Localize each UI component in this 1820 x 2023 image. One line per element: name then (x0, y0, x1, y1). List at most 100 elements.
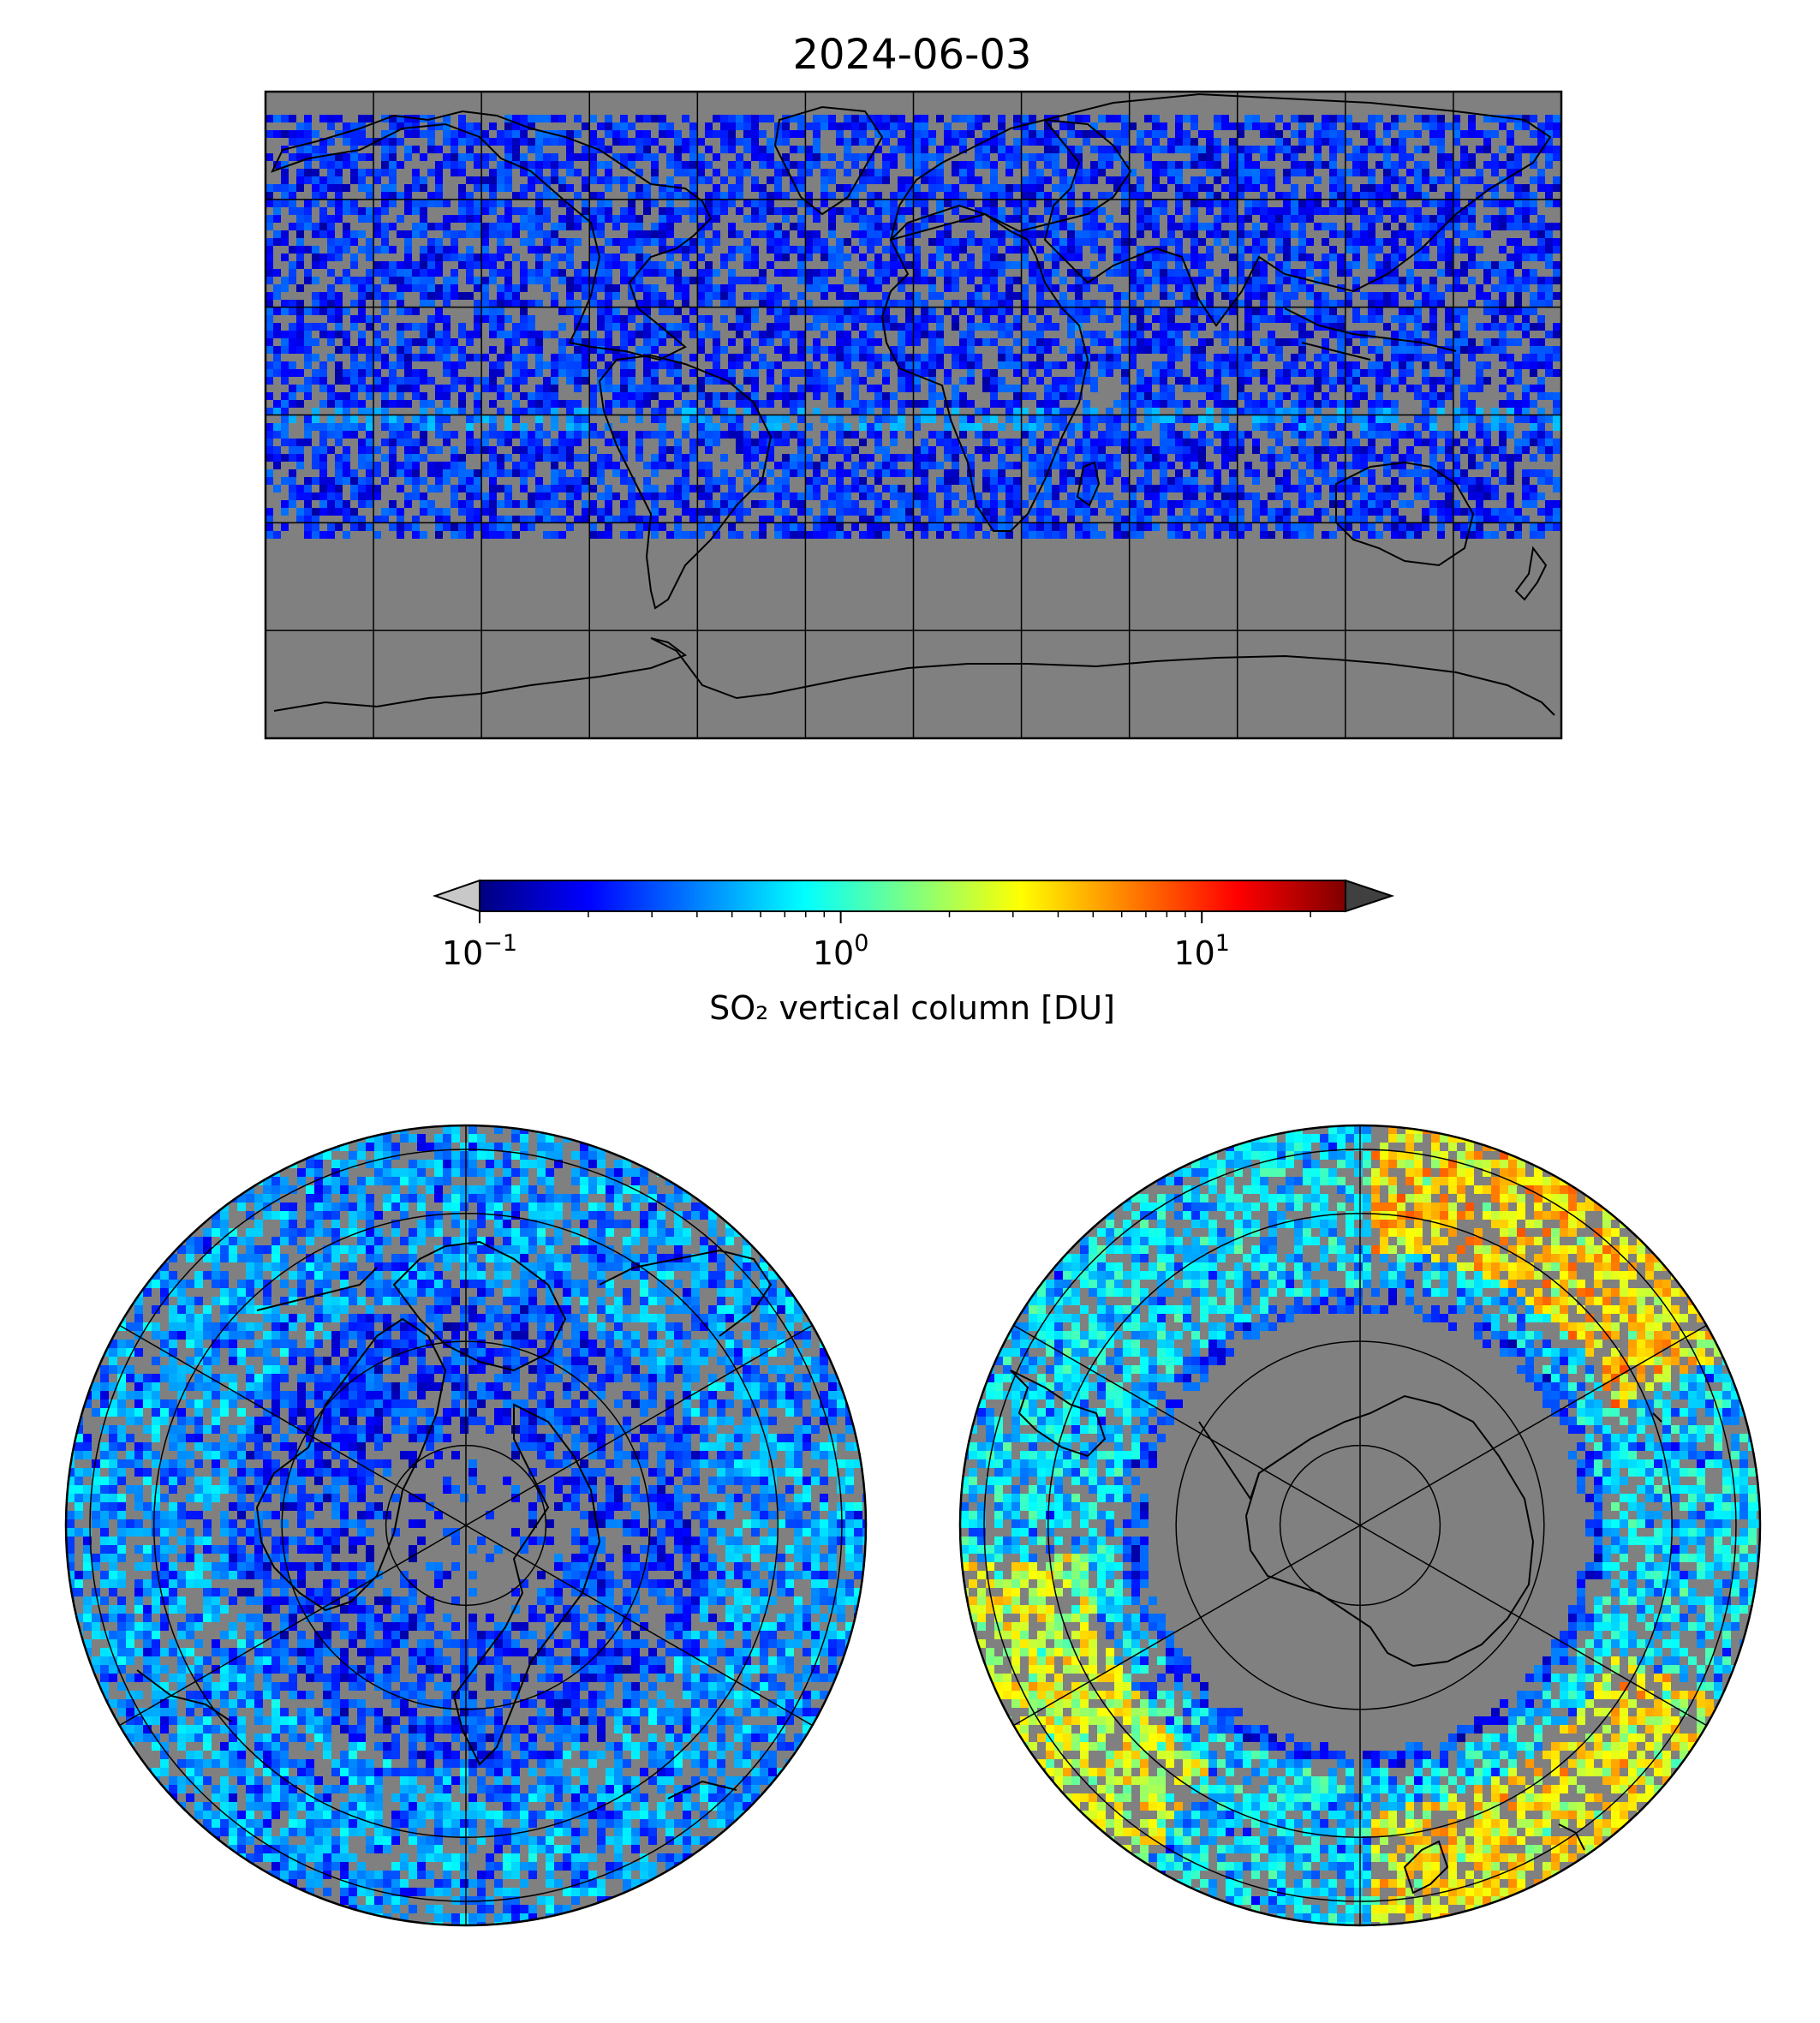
global-so2-cell (512, 254, 520, 261)
global-so2-cell (304, 130, 312, 138)
global-so2-cell (404, 338, 412, 346)
global-so2-cell (366, 246, 373, 254)
global-so2-cell (1329, 315, 1337, 323)
global-so2-cell (636, 184, 643, 192)
global-so2-cell (1429, 200, 1437, 207)
global-so2-cell (1360, 207, 1368, 215)
global-so2-cell (851, 230, 859, 238)
global-so2-cell (959, 138, 967, 146)
global-so2-cell (1160, 439, 1167, 446)
global-so2-cell (466, 215, 474, 223)
global-so2-cell (1291, 130, 1298, 138)
global-so2-cell (289, 138, 296, 146)
global-so2-cell (1021, 184, 1029, 192)
global-so2-cell (1499, 115, 1507, 122)
global-so2-cell (797, 385, 805, 392)
global-so2-cell (358, 207, 366, 215)
global-so2-cell (651, 138, 659, 146)
global-so2-cell (1507, 284, 1514, 292)
global-so2-cell (1244, 338, 1252, 346)
global-so2-cell (1437, 254, 1445, 261)
global-so2-cell (1275, 439, 1283, 446)
global-so2-cell (1252, 207, 1260, 215)
global-so2-cell (1553, 223, 1560, 230)
global-so2-cell (319, 400, 327, 408)
global-so2-cell (551, 115, 558, 122)
global-so2-cell (327, 331, 335, 338)
global-so2-cell (1453, 354, 1460, 361)
global-so2-cell (782, 315, 790, 323)
global-so2-cell (1106, 153, 1113, 161)
global-so2-cell (1252, 261, 1260, 269)
global-so2-cell (620, 138, 628, 146)
global-so2-cell (1514, 207, 1522, 215)
global-so2-cell (728, 115, 736, 122)
global-so2-cell (296, 284, 304, 292)
global-so2-cell (1314, 261, 1322, 269)
global-so2-cell (1183, 284, 1190, 292)
global-so2-cell (1144, 446, 1152, 454)
global-so2-cell (1036, 439, 1044, 446)
global-so2-cell (304, 138, 312, 146)
global-so2-cell (874, 261, 882, 269)
global-so2-cell (643, 377, 651, 385)
global-so2-cell (1291, 153, 1298, 161)
global-so2-cell (1036, 377, 1044, 385)
global-so2-cell (1121, 207, 1129, 215)
global-so2-cell (427, 292, 435, 300)
global-so2-cell (1483, 446, 1491, 454)
global-so2-cell (404, 400, 412, 408)
global-so2-cell (304, 354, 312, 361)
global-so2-cell (1298, 246, 1306, 254)
global-so2-cell (697, 415, 705, 423)
global-so2-cell (913, 369, 921, 377)
global-so2-cell (1383, 292, 1391, 300)
global-so2-cell (1021, 192, 1029, 200)
global-so2-cell (528, 122, 535, 130)
global-so2-cell (1468, 277, 1476, 284)
global-so2-cell (1160, 454, 1167, 462)
global-so2-cell (1229, 230, 1237, 238)
global-so2-cell (659, 261, 666, 269)
global-so2-cell (1298, 454, 1306, 462)
global-so2-cell (1337, 192, 1345, 200)
global-so2-cell (975, 292, 982, 300)
global-so2-cell (296, 338, 304, 346)
global-so2-cell (913, 254, 921, 261)
global-so2-cell (913, 153, 921, 161)
global-so2-cell (489, 169, 497, 176)
global-so2-cell (643, 331, 651, 338)
global-so2-cell (558, 361, 566, 369)
global-so2-cell (890, 254, 898, 261)
global-so2-cell (535, 300, 543, 307)
global-so2-cell (1221, 215, 1229, 223)
global-so2-cell (828, 446, 836, 454)
global-so2-cell (1029, 122, 1036, 130)
global-so2-cell (1121, 130, 1129, 138)
global-so2-cell (481, 184, 489, 192)
global-so2-cell (1098, 439, 1106, 446)
global-so2-cell (266, 439, 273, 446)
global-so2-cell (1414, 315, 1422, 323)
global-so2-cell (458, 138, 466, 146)
global-so2-cell (797, 369, 805, 377)
global-so2-cell (1298, 223, 1306, 230)
global-so2-cell (820, 284, 828, 292)
global-so2-cell (551, 292, 558, 300)
global-so2-cell (967, 423, 975, 431)
global-so2-cell (836, 369, 844, 377)
global-so2-cell (574, 346, 582, 354)
global-so2-cell (1422, 115, 1429, 122)
global-so2-cell (797, 254, 805, 261)
global-so2-cell (1121, 331, 1129, 338)
global-so2-cell (350, 130, 358, 138)
global-so2-cell (636, 192, 643, 200)
global-so2-cell (1530, 200, 1537, 207)
global-so2-cell (335, 331, 343, 338)
global-so2-cell (335, 408, 343, 415)
global-so2-cell (751, 446, 759, 454)
global-so2-cell (905, 192, 913, 200)
global-so2-cell (844, 184, 851, 192)
global-so2-cell (1083, 423, 1090, 431)
global-so2-cell (628, 377, 636, 385)
